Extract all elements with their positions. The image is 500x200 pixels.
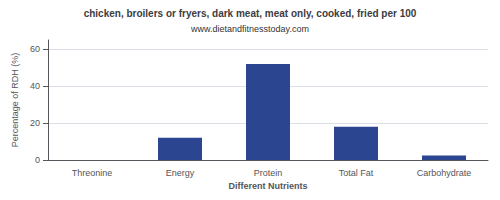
svg-text:Percentage of RDH (%): Percentage of RDH (%) [10,53,20,148]
svg-text:20: 20 [30,118,40,128]
svg-text:www.dietandfitnesstoday.com: www.dietandfitnesstoday.com [190,24,309,34]
svg-text:chicken, broilers or fryers, d: chicken, broilers or fryers, dark meat, … [84,8,417,19]
svg-text:Total Fat: Total Fat [339,168,374,178]
svg-text:Threonine: Threonine [72,168,113,178]
svg-text:40: 40 [30,81,40,91]
svg-text:0: 0 [35,155,40,165]
svg-text:60: 60 [30,44,40,54]
svg-text:Energy: Energy [166,168,195,178]
svg-text:Protein: Protein [254,168,283,178]
svg-text:Different Nutrients: Different Nutrients [228,181,307,191]
svg-text:Carbohydrate: Carbohydrate [417,168,472,178]
